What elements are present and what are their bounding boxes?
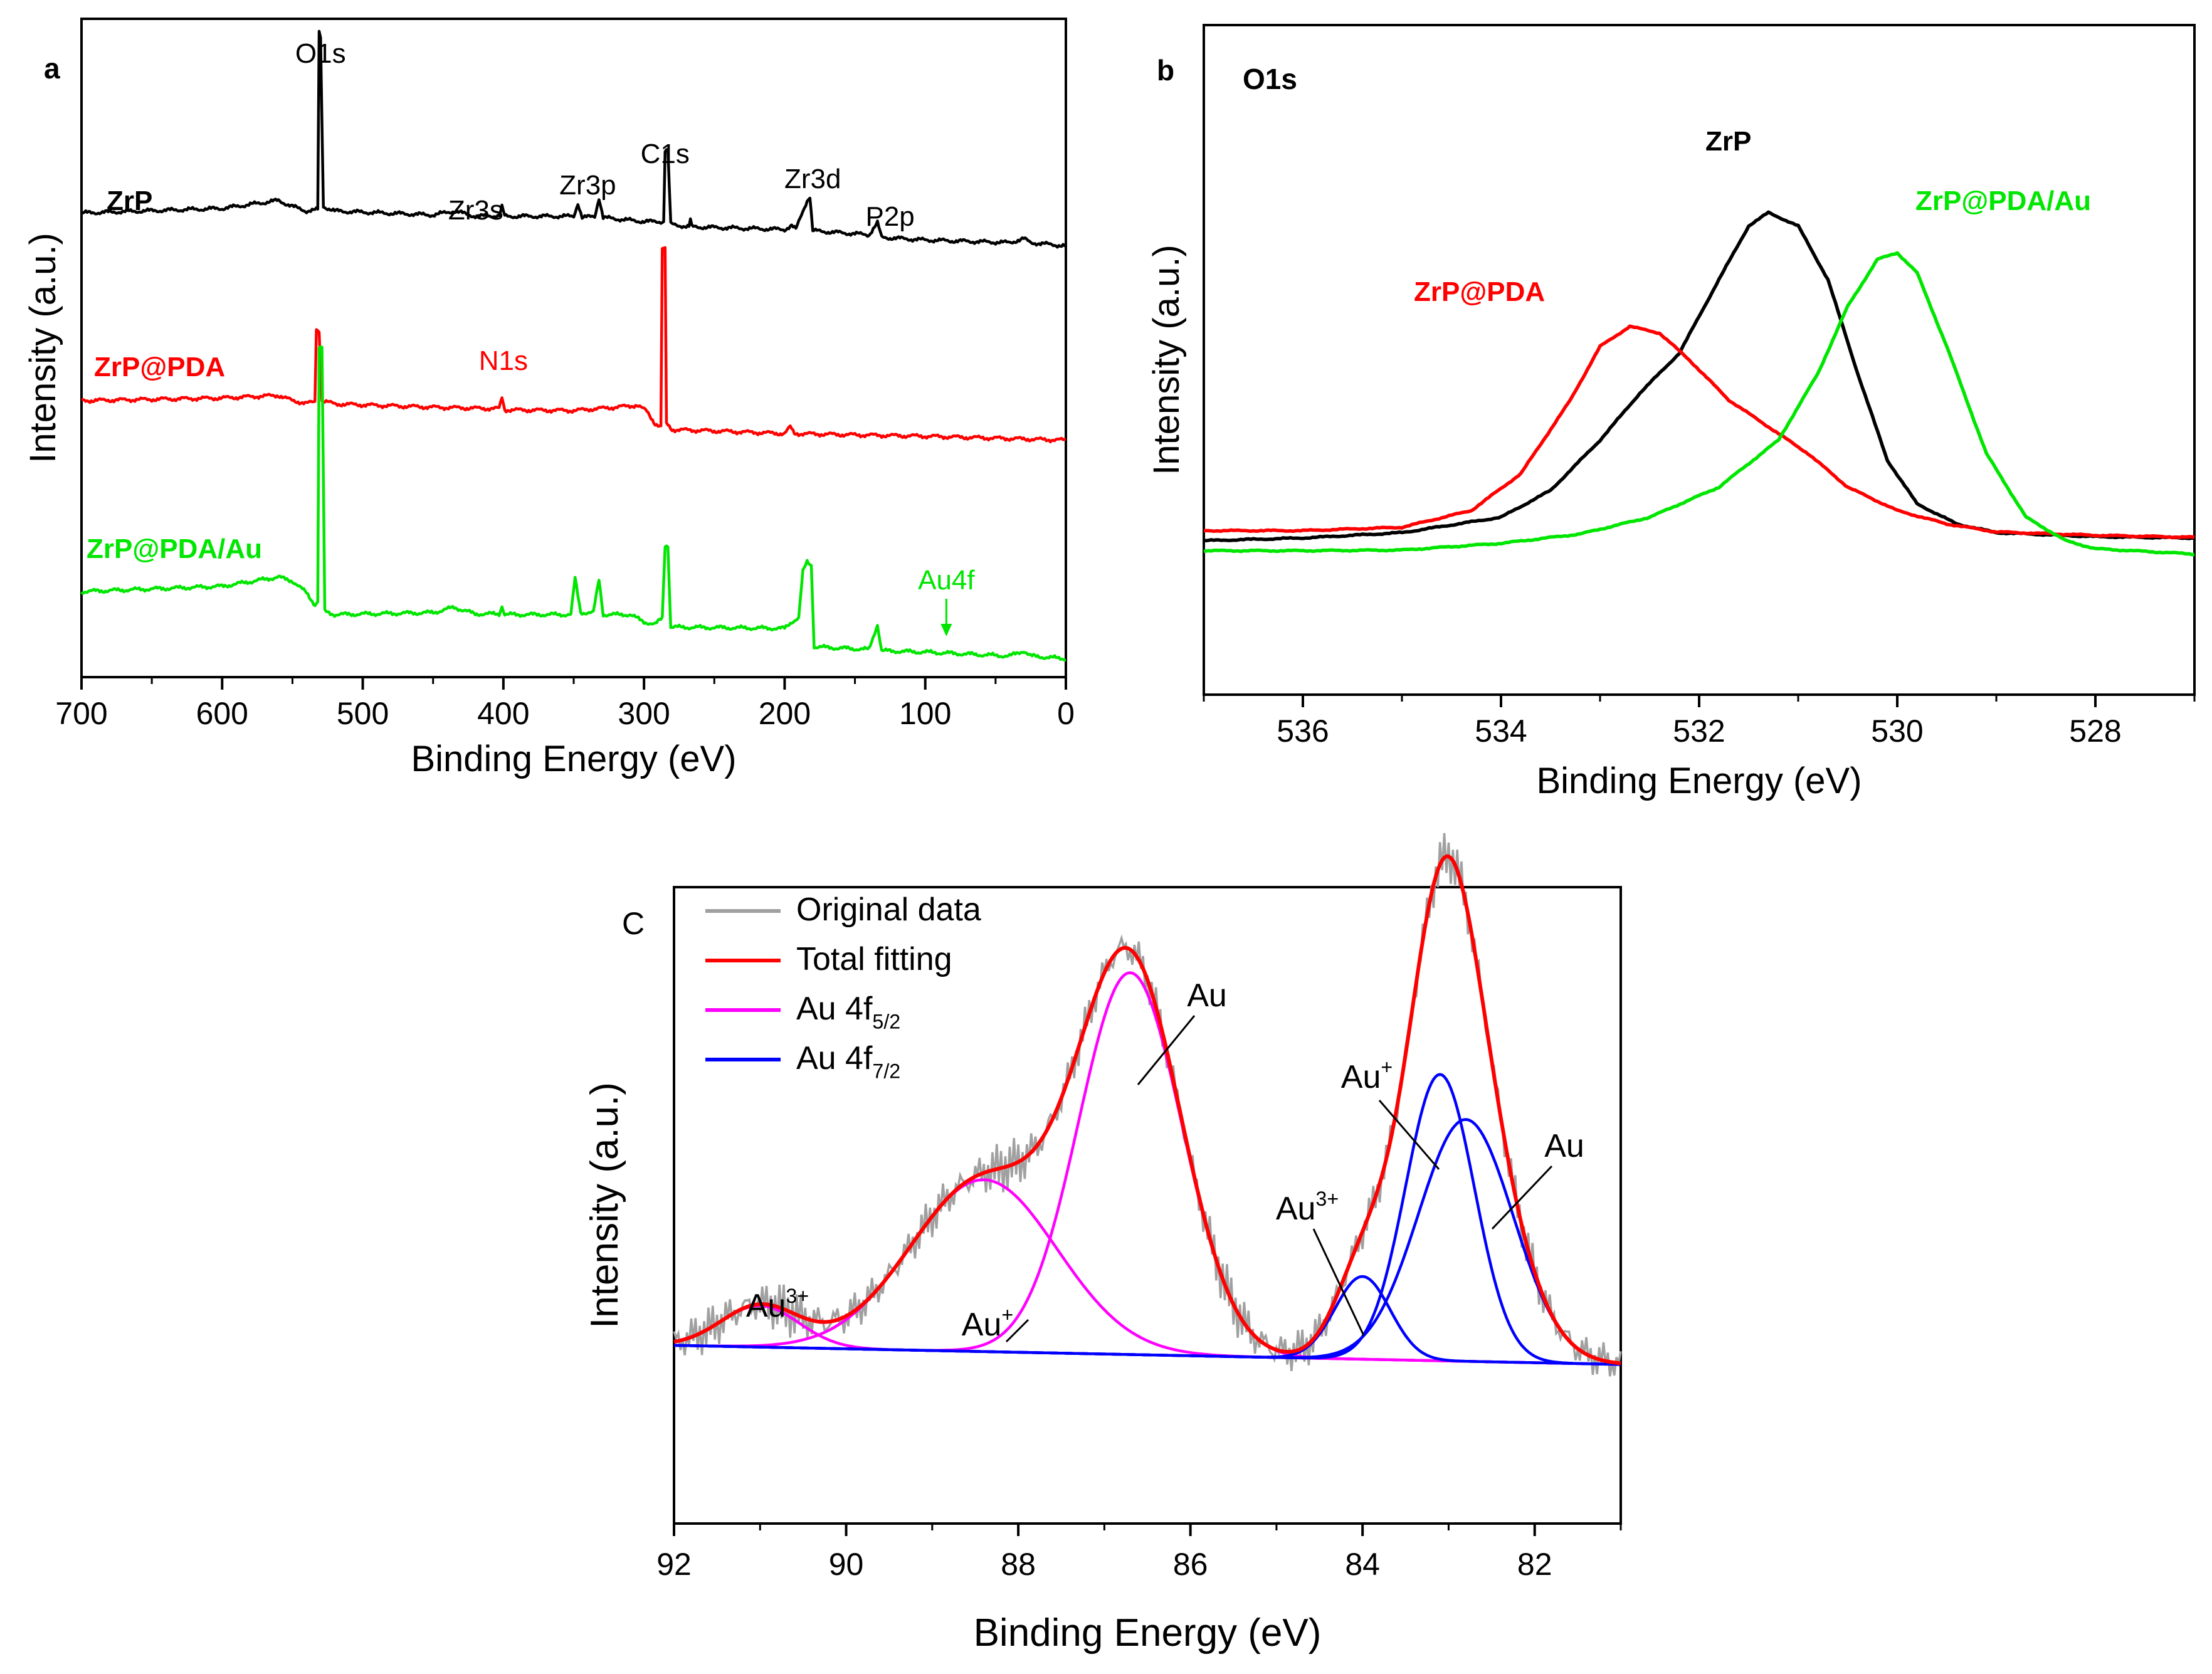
panel-c-peak-label: Au3+ bbox=[1276, 1187, 1339, 1227]
panel-b-plot-frame bbox=[1203, 24, 2196, 696]
panel-a-x-tick-label: 600 bbox=[196, 696, 248, 731]
panel-b-series-zrp-pda bbox=[1203, 324, 2195, 540]
panel-a-label: a bbox=[44, 52, 60, 85]
panel-c-peak-label: Au bbox=[1544, 1128, 1584, 1164]
panel-a-x-tick-label: 200 bbox=[759, 696, 811, 731]
panel-c-peak-label: Au3+ bbox=[746, 1285, 809, 1324]
panel-b-x-tick-label: 532 bbox=[1673, 713, 1725, 749]
panel-c-x-tick-label: 88 bbox=[1001, 1547, 1036, 1582]
panel-a-au4f-arrowhead bbox=[940, 624, 952, 636]
panel-c-peak-label: Au+ bbox=[962, 1303, 1013, 1343]
panel-a-peak-label: O1s bbox=[295, 38, 346, 69]
panel-a-series-zrp-pda-au bbox=[80, 345, 1066, 662]
panel-a-y-axis-label: Intensity (a.u.) bbox=[23, 233, 63, 463]
panel-a-peak-label: P2p bbox=[865, 201, 914, 232]
panel-c-x-tick-label: 82 bbox=[1517, 1547, 1552, 1582]
panel-c-legend-label: Original data bbox=[796, 892, 981, 928]
panel-c-x-tick-label: 84 bbox=[1345, 1547, 1380, 1582]
panel-c-series-total-fitting bbox=[673, 854, 1621, 1366]
panel-c-plot-frame bbox=[673, 886, 1622, 1525]
panel-b-series-zrp bbox=[1203, 210, 2195, 543]
panel-c-peak-label: Au bbox=[1187, 977, 1227, 1014]
panel-c-x-tick-label: 90 bbox=[829, 1547, 864, 1582]
panel-a-x-tick-label: 300 bbox=[618, 696, 670, 731]
panel-a-curve-label: ZrP@PDA/Au bbox=[87, 534, 262, 564]
panel-c-legend-label: Au 4f5/2 bbox=[796, 991, 900, 1033]
panel-a-peak-label: C1s bbox=[641, 139, 690, 169]
panel-a-series-zrp bbox=[80, 29, 1067, 249]
panel-c-series-au4f72-peak bbox=[673, 1275, 1621, 1366]
panel-b-y-axis-label: Intensity (a.u.) bbox=[1146, 245, 1187, 475]
panel-c-y-axis-label: Intensity (a.u.) bbox=[583, 1082, 626, 1329]
panel-c-peak-label: Au+ bbox=[1341, 1056, 1393, 1095]
panel-b-x-axis-label: Binding Energy (eV) bbox=[1536, 761, 1862, 801]
panel-a-series-zrp-pda bbox=[81, 246, 1066, 444]
panel-b-series-zrp-pda-au bbox=[1203, 251, 2195, 557]
panel-a-peak-label: N1s bbox=[479, 345, 528, 376]
panel-b-x-tick-label: 530 bbox=[1871, 713, 1923, 749]
panel-a-curve-label: ZrP@PDA bbox=[94, 352, 225, 382]
panel-a-peak-label: Zr3d bbox=[784, 164, 841, 194]
panel-c-legend-label: Au 4f7/2 bbox=[796, 1040, 900, 1083]
panel-c-legend-label: Total fitting bbox=[796, 941, 952, 977]
panel-c-leader-line bbox=[1378, 1100, 1440, 1170]
panel-c-series-au4f72-peak bbox=[673, 1118, 1621, 1365]
panel-a-x-tick-label: 0 bbox=[1057, 696, 1075, 731]
panel-a: 700 600 500 400 300 200 100 0 a Binding Energy (e… bbox=[23, 18, 1075, 779]
panel-a-curve-label: ZrP bbox=[107, 186, 152, 216]
panel-c-x-tick-label: 92 bbox=[656, 1547, 692, 1582]
panel-b-curve-label: ZrP@PDA/Au bbox=[1915, 186, 2091, 216]
panel-b-curve-label: ZrP@PDA bbox=[1414, 276, 1545, 307]
panel-c: 92 90 88 86 84 82 C Binding Energy (eV) Intensit… bbox=[583, 833, 1622, 1655]
panel-a-x-tick-label: 700 bbox=[55, 696, 107, 731]
panel-b-x-tick-label: 534 bbox=[1475, 713, 1527, 749]
panel-b-x-tick-label: 536 bbox=[1277, 713, 1329, 749]
panel-c-leader-line bbox=[1491, 1165, 1553, 1230]
panel-c-label: C bbox=[622, 906, 645, 941]
panel-c-x-axis-label: Binding Energy (eV) bbox=[974, 1611, 1322, 1655]
panel-a-peak-label: Zr3s bbox=[448, 195, 503, 226]
panel-b-label: b bbox=[1157, 54, 1174, 87]
panel-c-leader-line bbox=[1005, 1319, 1030, 1343]
panel-b-title: O1s bbox=[1243, 63, 1297, 95]
panel-a-x-axis-label: Binding Energy (eV) bbox=[411, 739, 736, 779]
panel-a-x-tick-label: 400 bbox=[477, 696, 529, 731]
panel-a-x-tick-label: 500 bbox=[337, 696, 389, 731]
panel-c-x-tick-label: 86 bbox=[1173, 1547, 1208, 1582]
panel-b-curve-label: ZrP bbox=[1705, 126, 1751, 157]
panel-c-leader-line bbox=[1312, 1228, 1365, 1336]
panel-b-x-tick-label: 528 bbox=[2069, 713, 2121, 749]
panel-c-leader-line bbox=[1137, 1015, 1196, 1085]
panel-a-x-tick-label: 100 bbox=[899, 696, 951, 731]
panel-b: 536 534 532 530 528 b O1s Binding Energy (eV) In… bbox=[1146, 24, 2196, 801]
panel-a-peak-label: Au4f bbox=[918, 565, 975, 596]
panel-c-series-au4f52-peak bbox=[673, 971, 1621, 1366]
panel-a-peak-label: Zr3p bbox=[559, 170, 616, 201]
